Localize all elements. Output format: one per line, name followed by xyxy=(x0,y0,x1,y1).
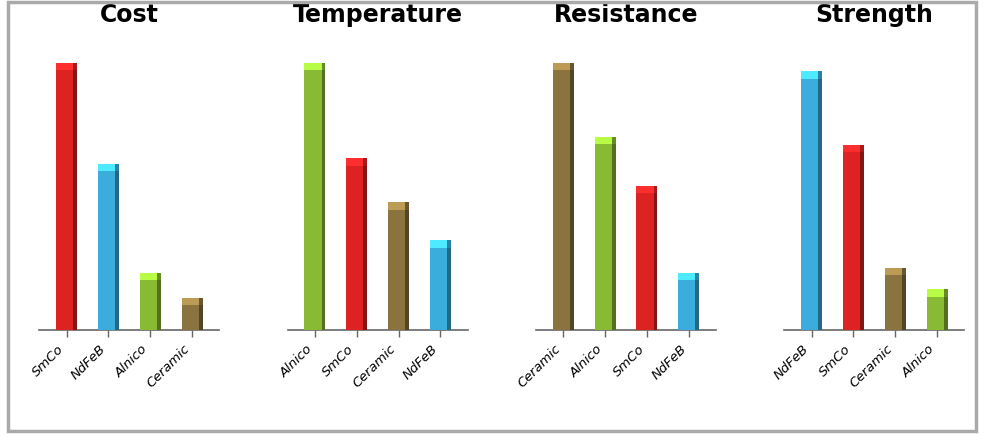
Bar xyxy=(363,167,367,330)
Bar xyxy=(553,71,570,330)
Bar xyxy=(73,71,77,330)
Bar xyxy=(696,273,700,281)
Bar xyxy=(637,194,653,330)
Bar xyxy=(304,71,322,330)
Title: Operating
Temperature: Operating Temperature xyxy=(292,0,462,27)
Bar xyxy=(322,71,326,330)
Bar xyxy=(56,71,73,330)
Bar xyxy=(199,298,203,306)
Bar xyxy=(927,297,944,330)
Bar xyxy=(612,145,616,330)
Bar xyxy=(885,268,902,276)
Bar xyxy=(612,137,616,145)
Bar xyxy=(801,79,819,330)
Bar xyxy=(902,268,905,276)
Bar xyxy=(594,137,612,145)
Bar xyxy=(199,306,203,330)
Bar xyxy=(553,64,570,71)
Bar xyxy=(182,306,199,330)
Bar xyxy=(322,64,326,71)
Bar xyxy=(927,289,944,297)
Bar xyxy=(346,159,363,167)
Bar xyxy=(860,153,864,330)
Bar xyxy=(157,281,160,330)
Bar xyxy=(653,194,657,330)
Bar xyxy=(885,276,902,330)
Bar xyxy=(304,64,322,71)
Bar xyxy=(570,71,574,330)
Bar xyxy=(405,203,409,210)
Bar xyxy=(637,186,653,194)
Bar xyxy=(801,72,819,79)
Bar xyxy=(819,72,822,79)
Bar xyxy=(73,64,77,71)
Bar xyxy=(860,145,864,153)
Bar xyxy=(430,241,447,248)
Bar xyxy=(944,297,948,330)
Bar xyxy=(819,79,822,330)
Bar xyxy=(346,167,363,330)
Bar xyxy=(447,241,451,248)
Bar xyxy=(678,273,696,281)
Title: Magnet
Strength: Magnet Strength xyxy=(816,0,933,27)
Bar xyxy=(843,153,860,330)
Bar xyxy=(902,276,905,330)
Bar xyxy=(944,289,948,297)
Bar xyxy=(98,164,115,172)
Bar xyxy=(843,145,860,153)
Bar xyxy=(115,164,119,172)
Bar xyxy=(388,203,405,210)
Bar xyxy=(182,298,199,306)
Bar xyxy=(140,273,157,281)
Bar xyxy=(594,145,612,330)
Title: Magnet
Cost: Magnet Cost xyxy=(79,0,179,27)
Bar xyxy=(405,210,409,330)
Bar xyxy=(388,210,405,330)
Bar xyxy=(98,172,115,330)
Bar xyxy=(157,273,160,281)
Bar xyxy=(696,281,700,330)
Bar xyxy=(363,159,367,167)
Bar xyxy=(115,172,119,330)
Bar xyxy=(678,281,696,330)
Bar xyxy=(447,248,451,330)
Bar xyxy=(653,186,657,194)
Title: Corrosion
Resistance: Corrosion Resistance xyxy=(554,0,699,27)
Bar xyxy=(56,64,73,71)
Bar xyxy=(570,64,574,71)
Bar xyxy=(140,281,157,330)
Bar xyxy=(430,248,447,330)
